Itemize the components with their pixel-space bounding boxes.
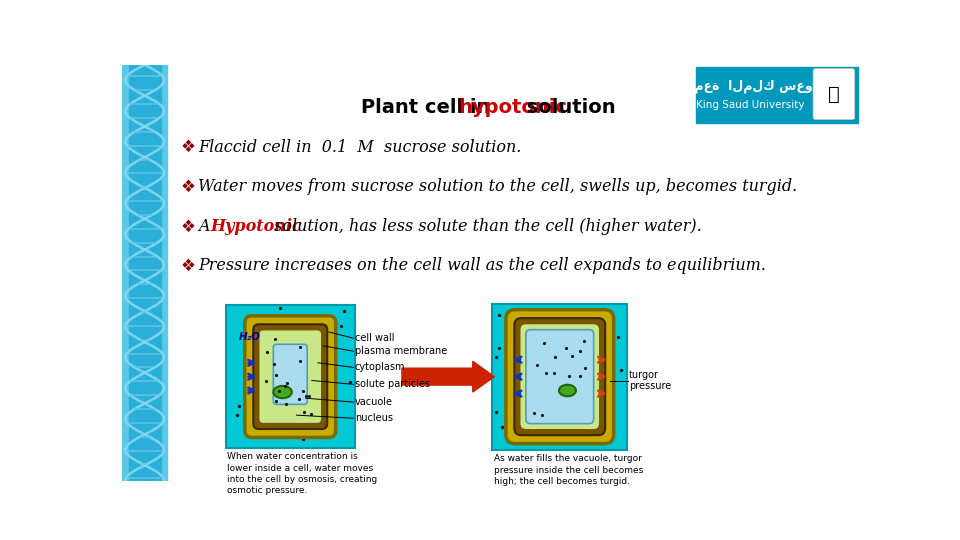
FancyBboxPatch shape [253,325,327,429]
Text: Water moves from sucrose solution to the cell, swells up, becomes turgid.: Water moves from sucrose solution to the… [198,178,797,195]
Text: Plant cell in: Plant cell in [361,98,497,117]
FancyArrow shape [402,361,494,392]
Text: cell wall: cell wall [355,333,395,343]
Text: vacuole: vacuole [355,397,393,407]
Text: hypotonic: hypotonic [458,98,567,117]
Text: ❖: ❖ [180,256,195,275]
Text: جامعة  الملك سعود: جامعة الملك سعود [681,79,819,93]
Text: ❖: ❖ [180,138,195,156]
FancyBboxPatch shape [813,69,854,119]
FancyBboxPatch shape [506,309,613,444]
FancyBboxPatch shape [245,316,336,437]
Bar [123,65,167,481]
FancyBboxPatch shape [520,325,599,429]
Text: A: A [198,218,220,235]
Text: As water fills the vacuole, turgor
pressure inside the cell becomes
high; the ce: As water fills the vacuole, turgor press… [494,455,643,485]
Text: plasma membrane: plasma membrane [355,346,447,356]
Text: King Saud University: King Saud University [696,100,804,110]
Text: nucleus: nucleus [355,413,393,423]
Text: ❖: ❖ [180,218,195,235]
Ellipse shape [559,384,576,396]
Bar [696,67,857,123]
Bar [129,65,161,481]
Bar [226,306,355,448]
Text: solute particles: solute particles [355,379,430,389]
Text: When water concentration is
lower inside a cell, water moves
into the cell by os: When water concentration is lower inside… [228,453,377,495]
Text: H₂O: H₂O [239,332,261,342]
Text: solution, has less solute than the cell (higher water).: solution, has less solute than the cell … [269,218,702,235]
Text: Flaccid cell in  0.1  M  sucrose solution.: Flaccid cell in 0.1 M sucrose solution. [198,139,521,156]
FancyBboxPatch shape [274,345,307,404]
Bar [492,303,627,450]
FancyBboxPatch shape [515,318,605,435]
Text: turgor
pressure: turgor pressure [629,370,671,392]
Text: Pressure increases on the cell wall as the cell expands to equilibrium.: Pressure increases on the cell wall as t… [198,257,766,274]
Text: solution: solution [519,98,615,117]
Ellipse shape [274,386,292,398]
Text: Hypotonic: Hypotonic [210,218,302,235]
FancyBboxPatch shape [526,330,593,423]
Text: ❖: ❖ [180,178,195,195]
Text: 🌴: 🌴 [828,85,840,104]
Text: cytoplasm: cytoplasm [355,362,405,373]
FancyBboxPatch shape [259,330,321,423]
